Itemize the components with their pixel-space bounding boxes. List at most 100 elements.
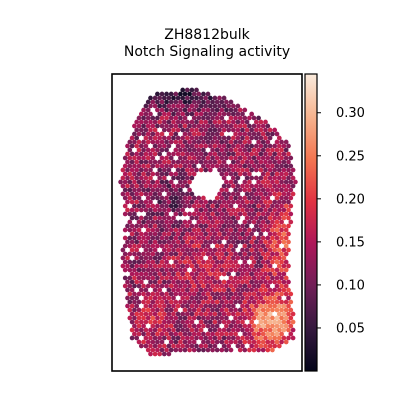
spot: [132, 323, 137, 329]
spot: [270, 347, 275, 353]
spot: [274, 323, 280, 329]
spot: [214, 307, 220, 313]
spot: [180, 319, 186, 325]
spot: [221, 255, 227, 261]
spot: [148, 167, 153, 173]
spot: [125, 239, 130, 245]
spot: [281, 151, 287, 157]
spot: [263, 199, 268, 205]
spot: [267, 199, 273, 205]
spot: [235, 183, 241, 189]
spot: [228, 155, 234, 161]
spot: [235, 343, 241, 349]
spot: [184, 199, 190, 205]
spot: [217, 271, 222, 277]
spot: [136, 179, 142, 185]
spot: [240, 239, 245, 245]
spot: [274, 339, 280, 345]
spot: [134, 151, 140, 157]
spot: [178, 123, 183, 129]
spot: [152, 143, 158, 149]
spot: [286, 231, 291, 237]
spot: [272, 271, 278, 277]
spot: [210, 347, 215, 353]
spot: [143, 247, 149, 253]
spot: [194, 103, 199, 109]
spot: [233, 267, 238, 273]
spot: [251, 243, 257, 249]
spot: [166, 199, 172, 205]
spot: [272, 231, 278, 237]
spot: [194, 239, 199, 245]
spot: [141, 307, 146, 313]
spot: [247, 139, 252, 145]
spot: [221, 271, 227, 277]
spot: [187, 315, 192, 321]
spot: [180, 335, 186, 341]
spot: [226, 247, 232, 253]
spot: [178, 291, 183, 297]
spot: [171, 151, 176, 157]
spot: [260, 147, 266, 153]
spot: [191, 275, 197, 281]
spot: [276, 135, 282, 141]
spot: [127, 187, 133, 193]
spot: [136, 155, 142, 161]
spot: [283, 307, 289, 313]
spot: [253, 191, 259, 197]
spot: [210, 235, 215, 241]
spot: [244, 239, 250, 245]
spot: [168, 179, 174, 185]
spot: [175, 303, 181, 309]
spot: [138, 239, 144, 245]
spot: [157, 335, 163, 341]
spot: [265, 331, 271, 337]
spot: [260, 347, 266, 353]
spot: [242, 139, 248, 145]
spot: [244, 199, 250, 205]
spot: [210, 259, 215, 265]
spot: [134, 255, 140, 261]
spot: [240, 143, 245, 149]
spot: [270, 307, 275, 313]
spot: [157, 199, 163, 205]
spot: [242, 147, 248, 153]
spot: [143, 143, 149, 149]
spot: [196, 131, 202, 137]
spot: [221, 319, 227, 325]
spot: [212, 303, 218, 309]
spot: [150, 251, 156, 257]
spot: [189, 143, 195, 149]
spot: [134, 279, 140, 285]
spot: [244, 143, 250, 149]
spot: [233, 107, 238, 113]
spot: [253, 327, 259, 333]
spot: [228, 323, 234, 329]
spot: [235, 127, 241, 133]
spot: [274, 179, 280, 185]
spot: [230, 207, 236, 213]
spot: [230, 287, 236, 293]
spot: [265, 131, 271, 137]
spot: [134, 175, 140, 181]
spot: [150, 147, 156, 153]
spot: [178, 339, 183, 345]
spot: [233, 323, 238, 329]
spot: [288, 163, 294, 169]
spot: [224, 155, 229, 161]
spot: [125, 303, 130, 309]
spot: [136, 163, 142, 169]
spot: [221, 151, 227, 157]
spot: [286, 247, 291, 253]
spot: [145, 99, 151, 105]
spot: [191, 243, 197, 249]
spot: [194, 151, 199, 157]
spot: [272, 207, 278, 213]
spot: [233, 283, 238, 289]
spot: [201, 131, 206, 137]
spot: [242, 203, 248, 209]
spot: [164, 243, 169, 249]
spot: [263, 327, 268, 333]
spot: [219, 331, 225, 337]
spot: [136, 331, 142, 337]
